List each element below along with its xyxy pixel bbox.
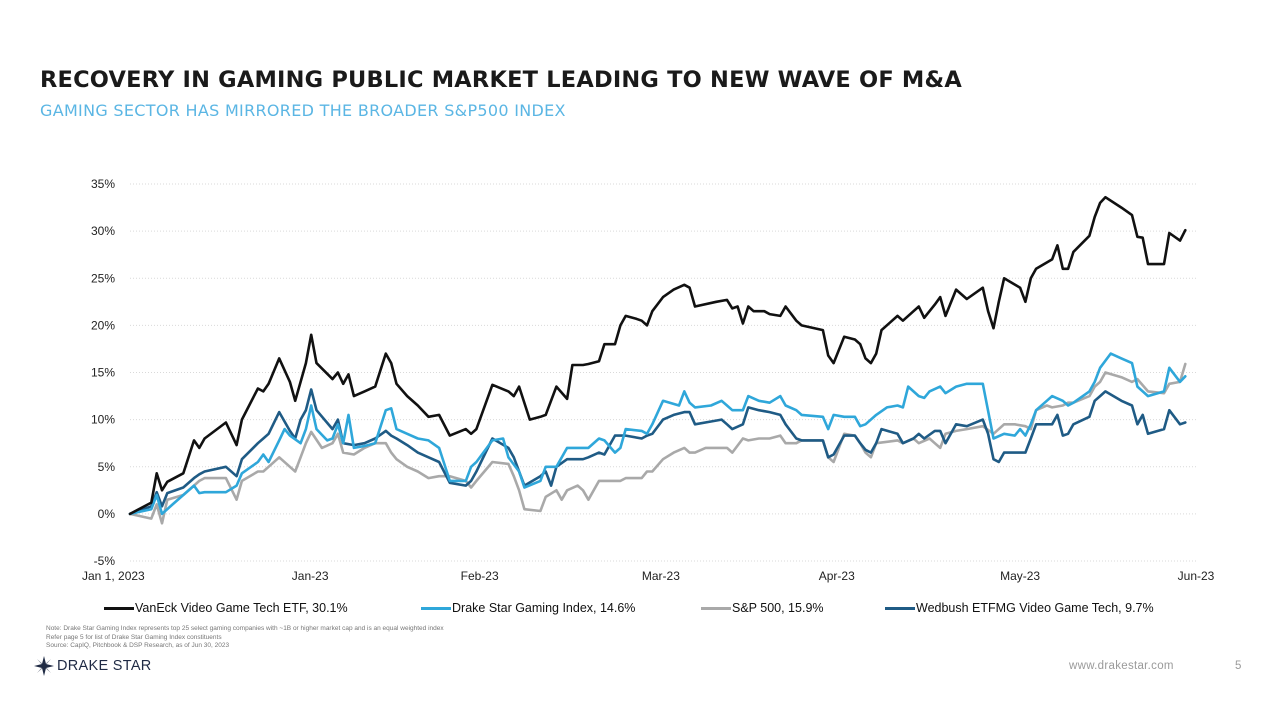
y-tick-label: -5% <box>94 554 116 568</box>
legend-swatch-drake-star <box>421 606 451 610</box>
x-tick-label: Jan 1, 2023 <box>82 569 145 583</box>
legend-swatch-wedbush <box>885 606 915 610</box>
website-url: www.drakestar.com <box>1069 660 1174 672</box>
chart-legend: VanEck Video Game Tech ETF, 30.1% Drake … <box>104 601 1204 619</box>
legend-label-drake-star: Drake Star Gaming Index, 14.6% <box>452 601 636 615</box>
x-tick-label: May-23 <box>1000 569 1040 583</box>
drake-star-logo: DRAKE STAR <box>34 656 152 676</box>
star-compass-icon <box>34 656 54 676</box>
x-tick-label: Mar-23 <box>642 569 680 583</box>
y-tick-label: 20% <box>91 318 115 332</box>
y-tick-label: 0% <box>98 507 116 521</box>
y-tick-label: 25% <box>91 271 115 285</box>
x-tick-label: Apr-23 <box>819 569 855 583</box>
x-tick-label: Jun-23 <box>1178 569 1215 583</box>
legend-label-wedbush: Wedbush ETFMG Video Game Tech, 9.7% <box>916 601 1154 615</box>
legend-label-sp500: S&P 500, 15.9% <box>732 601 824 615</box>
legend-item-drake-star: Drake Star Gaming Index, 14.6% <box>421 601 635 615</box>
y-tick-label: 35% <box>91 177 115 191</box>
footnote-index-definition: Note: Drake Star Gaming Index represents… <box>46 625 444 632</box>
y-axis-tick-labels: -5% 0% 5% 10% 15% 20% 25% 30% 35% <box>91 177 115 568</box>
footnote-constituents: Refer page 5 for list of Drake Star Gami… <box>46 633 222 641</box>
page-title: RECOVERY IN GAMING PUBLIC MARKET LEADING… <box>40 67 962 93</box>
chart-series <box>128 195 1187 525</box>
legend-item-wedbush: Wedbush ETFMG Video Game Tech, 9.7% <box>885 601 1154 615</box>
line-chart: -5%0%5%10%15%20%25%30%35% Jan 1, 2023 Jan… <box>82 177 1215 583</box>
legend-item-vaneck: VanEck Video Game Tech ETF, 30.1% <box>104 601 348 615</box>
page-subtitle: GAMING SECTOR HAS MIRRORED THE BROADER S… <box>40 101 566 120</box>
legend-item-sp500: S&P 500, 15.9% <box>701 601 824 615</box>
series-line-3 <box>128 388 1187 516</box>
footnote-source: Source: CapIQ, Pitchbook & DSP Research,… <box>46 642 230 649</box>
y-tick-label: 10% <box>91 413 115 427</box>
series-line-1 <box>128 352 1187 516</box>
x-tick-label: Feb-23 <box>461 569 499 583</box>
y-tick-label: 15% <box>91 366 115 380</box>
y-tick-label: 5% <box>98 460 116 474</box>
series-line-2 <box>128 362 1187 525</box>
y-tick-label: 30% <box>91 224 115 238</box>
series-line-0 <box>128 195 1187 516</box>
legend-swatch-sp500 <box>701 606 731 610</box>
legend-swatch-vaneck <box>104 606 134 610</box>
legend-label-vaneck: VanEck Video Game Tech ETF, 30.1% <box>135 601 348 615</box>
logo-text: DRAKE STAR <box>57 658 152 674</box>
x-axis-tick-labels: Jan 1, 2023 Jan-23 Feb-23 Mar-23 Apr-23 May-2… <box>82 569 1215 583</box>
page-number: 5 <box>1235 660 1242 672</box>
footnotes: Note: Drake Star Gaming Index represents… <box>46 625 444 651</box>
x-tick-label: Jan-23 <box>292 569 329 583</box>
chart-grid <box>130 183 1196 562</box>
